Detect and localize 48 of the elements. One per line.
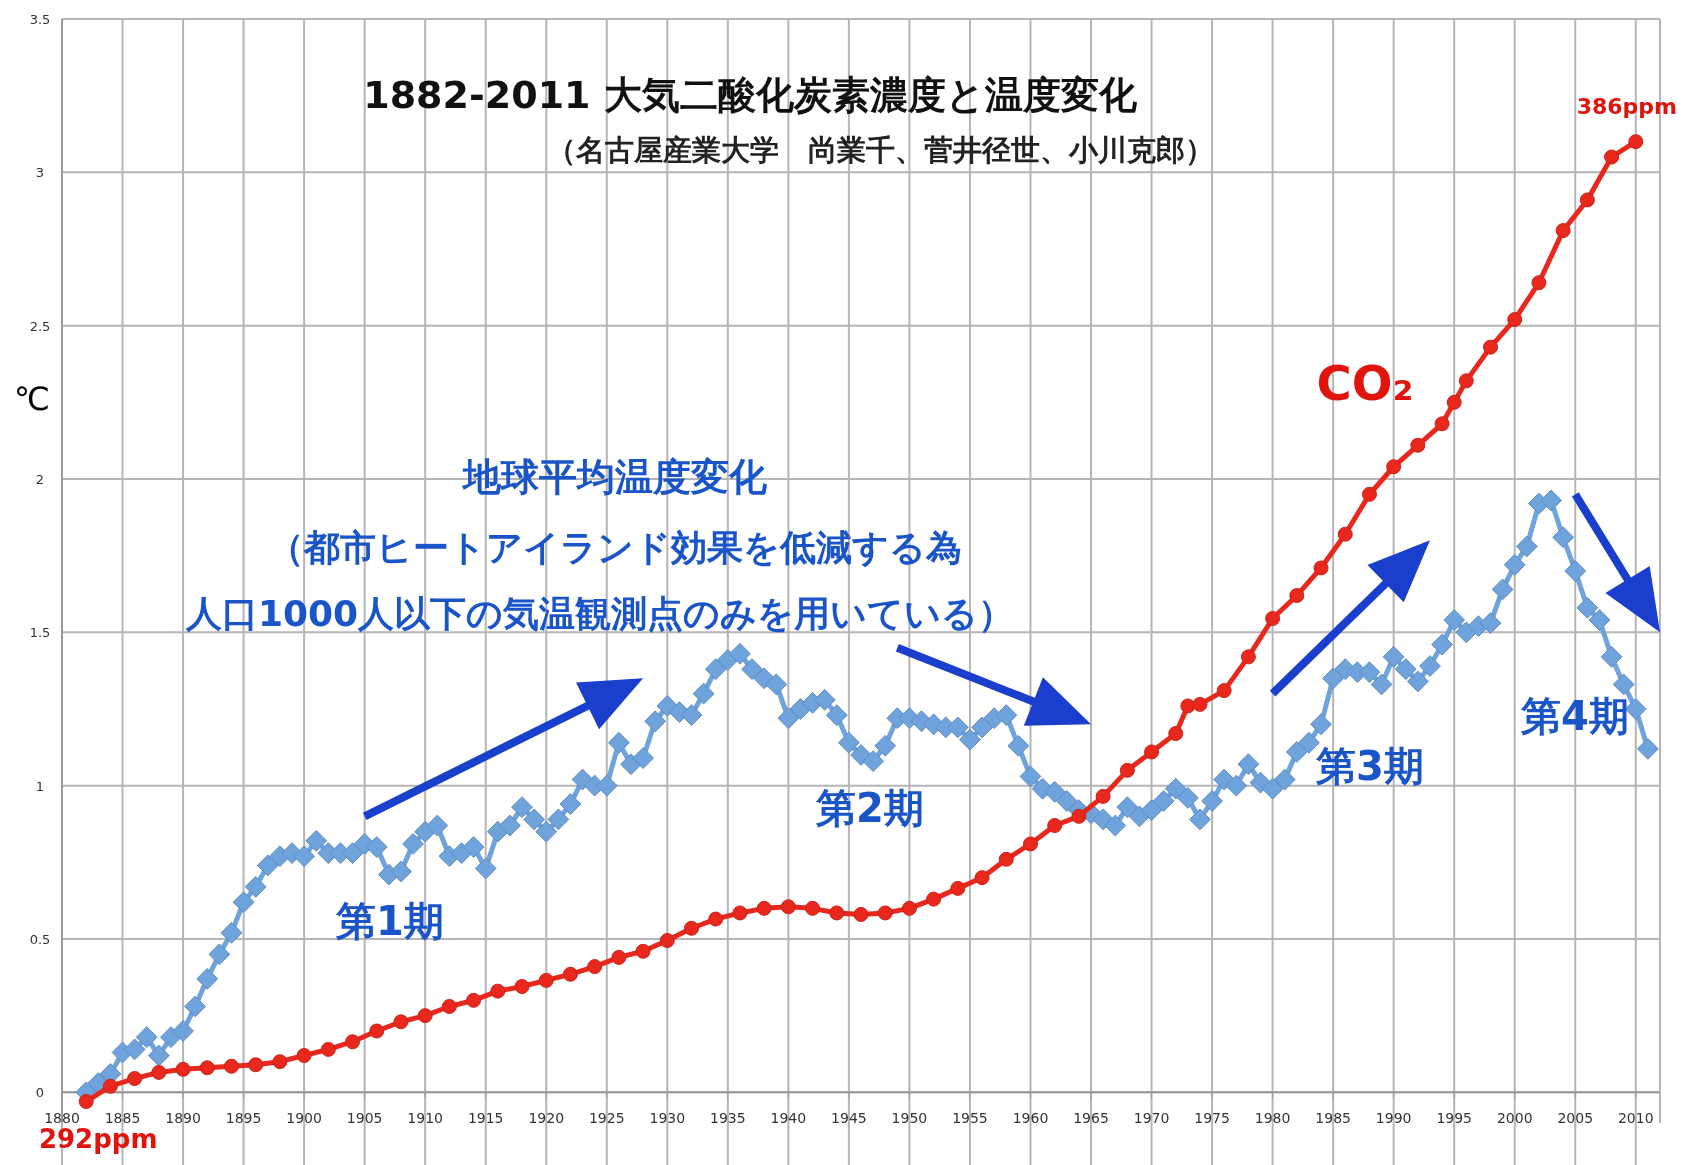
text: （名古屋産業大学 尚業千、菅井径世、小川克郎） <box>546 133 1214 167</box>
x-tick-label: 1900 <box>286 1110 322 1127</box>
x-tick-label: 1905 <box>346 1110 383 1127</box>
x-tick-label: 2005 <box>1557 1110 1594 1127</box>
text: 1882-2011 大気二酸化炭素濃度と温度変化 <box>363 73 1138 117</box>
x-tick-label: 1955 <box>952 1110 988 1127</box>
x-tick-label: 1960 <box>1012 1110 1049 1127</box>
annotation: 第1期 <box>335 898 444 944</box>
x-tick-label: 1980 <box>1254 1110 1291 1127</box>
annotation: 386ppm <box>1576 93 1677 119</box>
annotation: 地球平均温度変化 <box>461 455 768 499</box>
annotation: 第3期 <box>1315 743 1424 789</box>
x-tick-label: 1915 <box>467 1110 504 1127</box>
x-tick-label: 1880 <box>44 1110 80 1127</box>
x-tick-label: 1965 <box>1073 1110 1109 1127</box>
x-tick-label: 1970 <box>1133 1110 1170 1127</box>
x-tick-label: 1910 <box>407 1110 443 1127</box>
annotation: （都市ヒートアイランド効果を低減する為 <box>268 527 962 568</box>
x-tick-label: 1895 <box>225 1110 262 1127</box>
x-tick-label: 1935 <box>710 1110 746 1127</box>
annotation: 292ppm <box>38 1124 158 1155</box>
x-tick-label: 1975 <box>1194 1110 1230 1127</box>
x-tick-label: 1950 <box>891 1110 928 1127</box>
y-tick-label: 2.5 <box>29 318 51 334</box>
y-tick-label: 0.5 <box>29 932 51 947</box>
x-tick-label: 1995 <box>1436 1110 1473 1127</box>
x-tick-label: 1940 <box>770 1110 807 1127</box>
x-tick-label: 1990 <box>1375 1110 1412 1127</box>
x-tick-label: 1945 <box>831 1110 867 1127</box>
x-tick-label: 1930 <box>649 1110 686 1127</box>
x-tick-label: 1885 <box>104 1110 141 1127</box>
series-label: CO₂ <box>1316 355 1414 411</box>
y-axis-title: ℃ <box>14 380 50 418</box>
y-tick-label: 2 <box>35 472 45 487</box>
x-tick-label: 2000 <box>1496 1110 1533 1127</box>
y-tick-label: 0 <box>35 1085 45 1101</box>
x-tick-label: 1890 <box>165 1110 201 1127</box>
x-tick-label: 1985 <box>1315 1110 1351 1127</box>
y-tick-label: 1.5 <box>29 625 51 641</box>
x-tick-label: 1925 <box>588 1110 625 1127</box>
annotation: 第4期 <box>1520 693 1629 739</box>
y-tick-label: 1 <box>35 778 45 794</box>
y-tick-label: 3 <box>35 165 45 181</box>
annotation: 人口1000人以下の気温観測点のみを用いている） <box>184 593 1015 634</box>
annotation: 第2期 <box>815 785 924 831</box>
x-tick-label: 2010 <box>1617 1110 1654 1127</box>
y-tick-label: 3.5 <box>29 12 51 27</box>
x-tick-label: 1920 <box>528 1110 565 1127</box>
